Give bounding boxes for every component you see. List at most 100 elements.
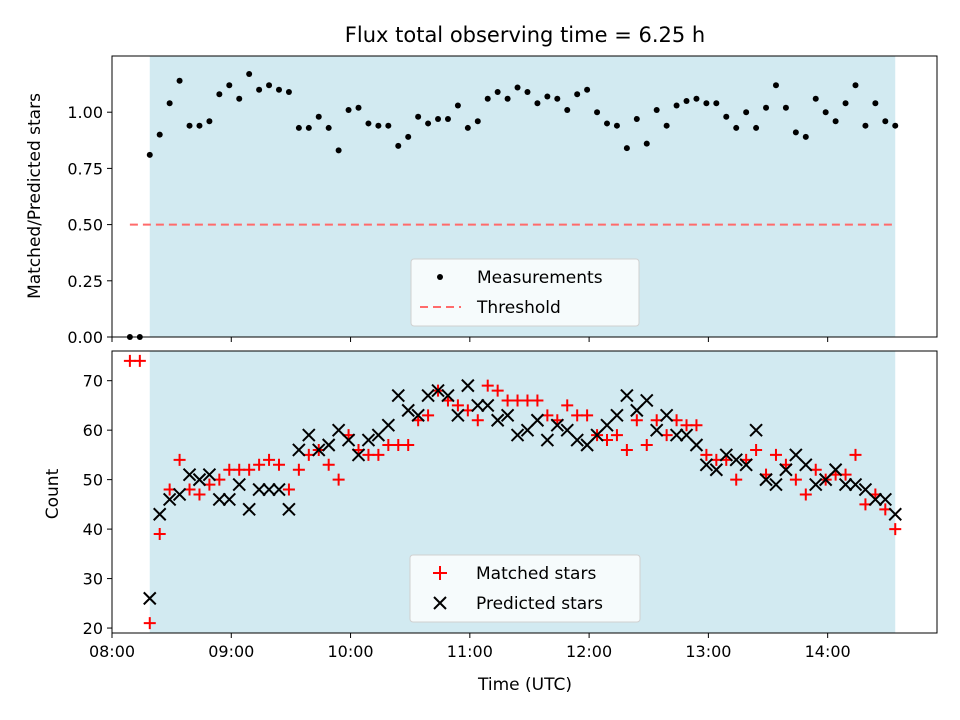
top-plot-marks: [126, 70, 899, 340]
top-x-ticks: [111, 337, 829, 342]
predicted-star-point: [321, 438, 336, 452]
predicted-star-point: [242, 502, 256, 517]
bottom-y-tick-label: 70: [83, 372, 103, 391]
predicted-star-point: [153, 507, 167, 521]
measurement-point: [365, 120, 372, 127]
predicted-star-point: [451, 408, 465, 423]
predicted-star-point: [669, 428, 684, 442]
measurement-point: [703, 100, 710, 107]
measurement-point: [444, 115, 451, 122]
predicted-star-point: [490, 413, 505, 427]
predicted-star-point: [610, 408, 624, 423]
measurement-point: [464, 124, 471, 131]
predicted-star-point: [888, 507, 902, 521]
predicted-star-point: [312, 443, 326, 457]
measurement-point: [454, 102, 461, 109]
matched-star-point: [730, 473, 743, 486]
predicted-star-point: [232, 477, 246, 492]
measurement-point: [743, 109, 750, 116]
predicted-star-point: [292, 443, 306, 457]
predicted-star-point: [411, 408, 425, 423]
x-axis-title: Time (UTC): [477, 675, 572, 695]
matched-star-point: [143, 617, 156, 630]
matched-star-point: [402, 439, 415, 451]
predicted-star-point: [481, 398, 495, 413]
measurement-point: [415, 113, 422, 120]
measurement-point: [196, 122, 203, 129]
matched-star-point: [640, 439, 653, 451]
measurement-point: [594, 109, 601, 116]
predicted-star-point: [202, 467, 217, 482]
bottom-y-tick-label: 30: [83, 570, 103, 589]
matched-star-point: [332, 473, 345, 486]
predicted-star-point: [162, 492, 177, 507]
matched-star-point: [263, 453, 276, 466]
bottom-panel: 20 30 40 50 60 70 08:00 09:00 10:00 11:00 12:00 13…: [43, 350, 938, 695]
measurement-point: [285, 88, 292, 95]
predicted-star-point: [540, 433, 555, 447]
x-tick-label: 10:00: [327, 642, 373, 661]
measurement-point: [405, 133, 412, 140]
measurement-point: [474, 118, 481, 125]
x-tick-label: 12:00: [566, 642, 612, 661]
matched-star-point: [272, 458, 285, 471]
measurement-point: [802, 133, 809, 140]
predicted-star-point: [868, 492, 883, 507]
predicted-star-point: [719, 448, 733, 462]
matched-star-point: [750, 443, 763, 456]
top-y-tick-label: 0.25: [67, 272, 103, 291]
predicted-star-point: [212, 492, 227, 507]
predicted-star-point: [381, 418, 396, 432]
bottom-y-tick-label: 50: [83, 471, 103, 490]
top-legend: Measurements Threshold: [410, 258, 640, 327]
predicted-star-point: [421, 388, 435, 403]
measurement-point: [345, 106, 352, 113]
measurement-point: [246, 70, 253, 77]
measurement-point: [315, 113, 322, 120]
measurement-point: [782, 104, 789, 111]
measurement-point: [216, 91, 223, 98]
matched-star-point: [451, 399, 464, 412]
matched-star-point: [422, 409, 435, 422]
predicted-star-point: [570, 433, 584, 447]
predicted-star-point: [461, 378, 475, 393]
predicted-star-point: [649, 423, 664, 437]
matched-star-point: [491, 384, 504, 397]
measurement-point: [872, 100, 879, 107]
matched-star-point: [243, 463, 256, 476]
measurement-point: [733, 124, 740, 131]
top-y-tick-label: 0.75: [67, 159, 103, 178]
measurement-point: [604, 120, 610, 127]
measurement-point: [226, 82, 233, 89]
measurement-point: [564, 106, 571, 113]
predicted-star-point: [262, 482, 276, 497]
matched-star-point: [133, 354, 146, 367]
measurement-point: [325, 124, 332, 131]
matched-star-point: [531, 394, 544, 407]
measurement-point: [534, 100, 541, 107]
matched-star-point: [561, 399, 574, 412]
measurement-point: [266, 82, 273, 89]
matched-legend-marker: [433, 566, 447, 580]
predicted-star-point: [361, 433, 376, 447]
measurement-point: [792, 129, 799, 136]
bottom-x-axis: 08:00 09:00 10:00 11:00 12:00 13:00 14:00: [89, 633, 851, 661]
predicted-star-point: [252, 482, 266, 497]
measurement-point: [673, 102, 680, 109]
matched-star-point: [610, 429, 623, 442]
measurement-point: [544, 93, 551, 100]
matched-legend-label: Matched stars: [476, 564, 596, 584]
measurement-point: [504, 95, 511, 102]
predicted-star-point: [749, 423, 763, 437]
matched-star-point: [193, 488, 206, 501]
x-tick-label: 08:00: [89, 642, 135, 661]
predicted-star-point: [510, 428, 525, 442]
predicted-star-point: [878, 492, 893, 507]
matched-star-point: [282, 483, 295, 496]
measurement-point: [713, 100, 720, 107]
measurement-point: [772, 82, 779, 89]
matched-star-point: [849, 448, 862, 461]
measurement-point: [206, 118, 213, 125]
matched-star-point: [630, 414, 643, 427]
measurement-point: [812, 95, 819, 102]
